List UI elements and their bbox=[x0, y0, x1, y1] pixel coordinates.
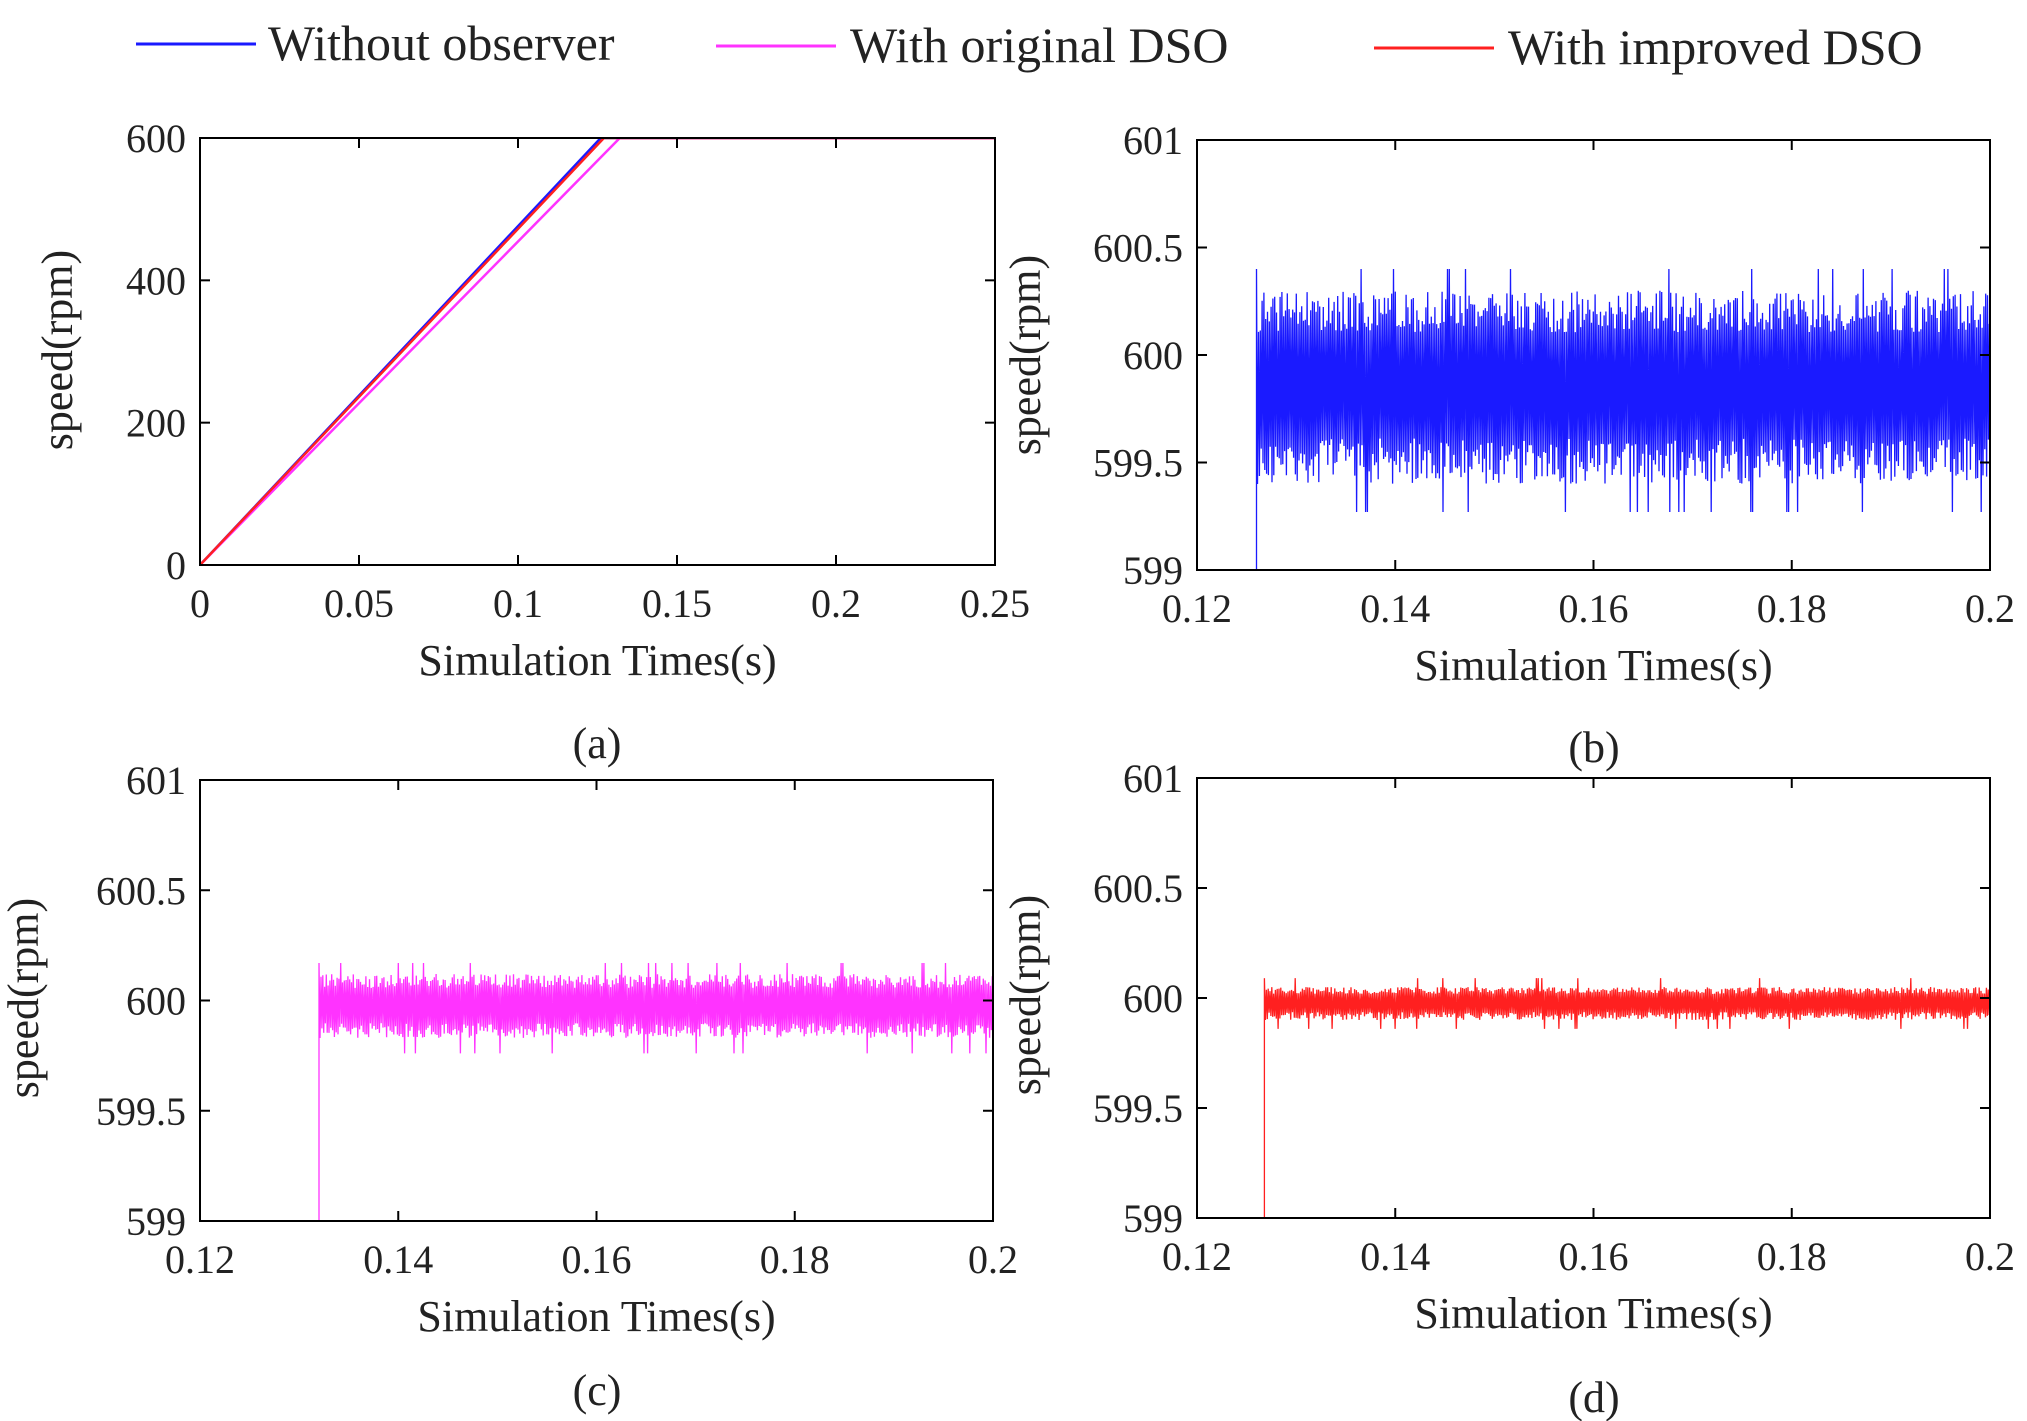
legend-label-2: With original DSO bbox=[850, 17, 1229, 73]
series-with-original-dso bbox=[200, 138, 995, 565]
y-tick-label: 400 bbox=[126, 258, 186, 303]
plot-area bbox=[200, 138, 995, 565]
x-tick-label: 0.05 bbox=[324, 581, 394, 626]
x-tick-label: 0.18 bbox=[1757, 586, 1827, 631]
y-tick-label: 600 bbox=[126, 979, 186, 1024]
x-tick-label: 0.2 bbox=[1965, 586, 2015, 631]
plot-area bbox=[1255, 268, 1990, 570]
panel-d: 0.12 0.14 0.16 0.18 0.2 599 599.5 600 600.5 601 Si… bbox=[1001, 756, 2015, 1421]
panel-caption: (b) bbox=[1568, 723, 1619, 772]
series-with-original-dso bbox=[318, 962, 993, 1221]
y-tick-label: 601 bbox=[1123, 118, 1183, 163]
x-axis-label: Simulation Times(s) bbox=[1414, 641, 1772, 690]
legend: Without observer With original DSO With im… bbox=[136, 15, 1923, 75]
x-tick-label: 0.16 bbox=[562, 1237, 632, 1282]
panel-caption: (c) bbox=[573, 1366, 622, 1415]
y-tick-label: 599.5 bbox=[1093, 441, 1183, 486]
x-tick-label: 0.2 bbox=[968, 1237, 1018, 1282]
y-tick-label: 600.5 bbox=[1093, 866, 1183, 911]
panel-caption: (d) bbox=[1568, 1373, 1619, 1421]
panel-c: 0.12 0.14 0.16 0.18 0.2 599 599.5 600 600.5 601 Si… bbox=[0, 758, 1018, 1415]
x-tick-label: 0.1 bbox=[493, 581, 543, 626]
series-without-observer bbox=[1255, 268, 1990, 570]
x-axis-label: Simulation Times(s) bbox=[418, 636, 776, 685]
y-tick-label: 600 bbox=[1123, 333, 1183, 378]
panel-b: 0.12 0.14 0.16 0.18 0.2 599 599.5 600 600.5 601 Si… bbox=[1001, 118, 2015, 772]
plot-area bbox=[318, 962, 993, 1221]
y-tick-label: 600 bbox=[1123, 976, 1183, 1021]
x-tick-label: 0.2 bbox=[1965, 1234, 2015, 1279]
y-tick-label: 599.5 bbox=[1093, 1086, 1183, 1131]
x-tick-label: 0.14 bbox=[1360, 586, 1430, 631]
x-tick-label: 0 bbox=[190, 581, 210, 626]
series-with-improved-dso bbox=[1263, 978, 1990, 1218]
y-axis-label: speed(rpm) bbox=[0, 898, 48, 1098]
y-axis-label: speed(rpm) bbox=[1001, 255, 1050, 455]
axes-frame bbox=[199, 137, 996, 566]
y-tick-label: 599 bbox=[1123, 1196, 1183, 1241]
x-axis-label: Simulation Times(s) bbox=[417, 1292, 775, 1341]
y-tick-label: 599 bbox=[1123, 548, 1183, 593]
x-tick-label: 0.12 bbox=[1162, 1234, 1232, 1279]
y-tick-label: 599 bbox=[126, 1199, 186, 1244]
x-tick-label: 0.12 bbox=[1162, 586, 1232, 631]
y-tick-label: 599.5 bbox=[96, 1089, 186, 1134]
x-tick-label: 0.16 bbox=[1559, 586, 1629, 631]
y-tick-label: 200 bbox=[126, 401, 186, 446]
series-without-observer bbox=[200, 138, 995, 565]
x-tick-label: 0.14 bbox=[1360, 1234, 1430, 1279]
panel-caption: (a) bbox=[573, 719, 622, 768]
y-tick-label: 600.5 bbox=[96, 868, 186, 913]
x-tick-label: 0.18 bbox=[760, 1237, 830, 1282]
panels: 0 0.05 0.1 0.15 0.2 0.25 0 200 400 600 Simulation … bbox=[0, 116, 2015, 1421]
panel-a: 0 0.05 0.1 0.15 0.2 0.25 0 200 400 600 Simulation … bbox=[33, 116, 1030, 768]
y-tick-label: 600.5 bbox=[1093, 226, 1183, 271]
y-tick-label: 600 bbox=[126, 116, 186, 161]
legend-label-3: With improved DSO bbox=[1508, 19, 1923, 75]
series-with-improved-dso bbox=[200, 138, 995, 565]
x-tick-label: 0.25 bbox=[960, 581, 1030, 626]
x-tick-label: 0.2 bbox=[811, 581, 861, 626]
x-tick-label: 0.18 bbox=[1757, 1234, 1827, 1279]
x-tick-label: 0.15 bbox=[642, 581, 712, 626]
y-axis-label: speed(rpm) bbox=[33, 250, 82, 450]
y-tick-label: 601 bbox=[126, 758, 186, 803]
y-tick-label: 0 bbox=[166, 543, 186, 588]
y-tick-label: 601 bbox=[1123, 756, 1183, 801]
x-tick-label: 0.16 bbox=[1559, 1234, 1629, 1279]
x-axis-label: Simulation Times(s) bbox=[1414, 1289, 1772, 1338]
x-tick-label: 0.14 bbox=[363, 1237, 433, 1282]
y-axis-label: speed(rpm) bbox=[1001, 895, 1050, 1095]
legend-label-1: Without observer bbox=[268, 15, 615, 71]
plot-area bbox=[1263, 978, 1990, 1218]
x-tick-label: 0.12 bbox=[165, 1237, 235, 1282]
